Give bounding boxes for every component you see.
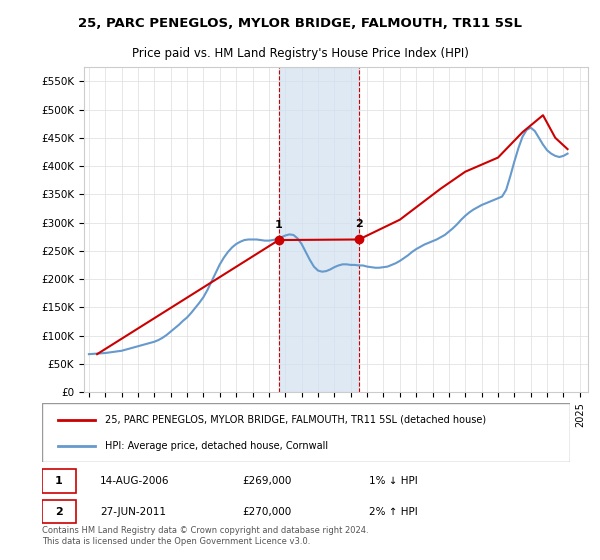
Text: 25, PARC PENEGLOS, MYLOR BRIDGE, FALMOUTH, TR11 5SL (detached house): 25, PARC PENEGLOS, MYLOR BRIDGE, FALMOUT… <box>106 414 487 424</box>
Text: £269,000: £269,000 <box>242 476 292 486</box>
Text: 2% ↑ HPI: 2% ↑ HPI <box>370 507 418 517</box>
Text: Contains HM Land Registry data © Crown copyright and database right 2024.
This d: Contains HM Land Registry data © Crown c… <box>42 526 368 546</box>
Text: 1% ↓ HPI: 1% ↓ HPI <box>370 476 418 486</box>
Text: Price paid vs. HM Land Registry's House Price Index (HPI): Price paid vs. HM Land Registry's House … <box>131 47 469 60</box>
Text: £270,000: £270,000 <box>242 507 292 517</box>
Text: 2: 2 <box>355 220 363 229</box>
Bar <box>279 67 359 392</box>
FancyBboxPatch shape <box>42 403 570 462</box>
Text: HPI: Average price, detached house, Cornwall: HPI: Average price, detached house, Corn… <box>106 441 328 451</box>
FancyBboxPatch shape <box>42 469 76 493</box>
Text: 14-AUG-2006: 14-AUG-2006 <box>100 476 170 486</box>
FancyBboxPatch shape <box>42 500 76 523</box>
Text: 2: 2 <box>55 507 63 517</box>
Text: 1: 1 <box>275 220 283 230</box>
Text: 27-JUN-2011: 27-JUN-2011 <box>100 507 166 517</box>
Text: 1: 1 <box>55 476 63 486</box>
Text: 25, PARC PENEGLOS, MYLOR BRIDGE, FALMOUTH, TR11 5SL: 25, PARC PENEGLOS, MYLOR BRIDGE, FALMOUT… <box>78 17 522 30</box>
